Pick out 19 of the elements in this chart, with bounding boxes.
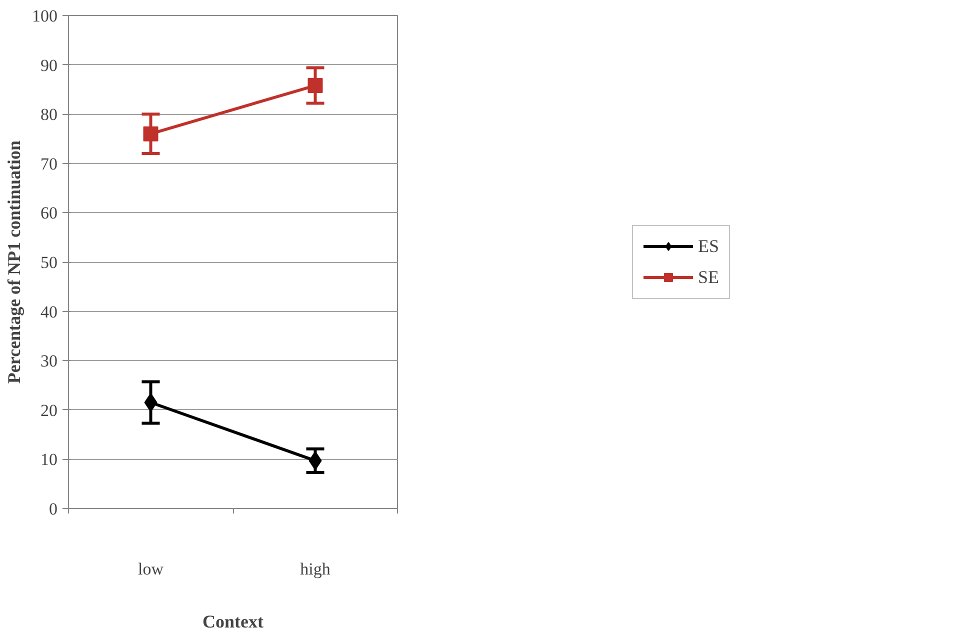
- y-tick-label: 10: [40, 450, 58, 470]
- y-tick-label: 90: [40, 56, 58, 75]
- point: [143, 126, 158, 142]
- y-tick-label: 60: [40, 204, 58, 223]
- x-tick-label: low: [138, 560, 164, 578]
- y-tick-label: 0: [49, 500, 58, 518]
- x-axis-title: Context: [202, 612, 264, 632]
- legend-label: SE: [698, 266, 720, 288]
- y-tick-label: 80: [40, 105, 58, 124]
- y-tick-label: 20: [40, 400, 58, 420]
- y-tick-label: 70: [40, 154, 58, 174]
- y-axis-title: Percentage of NP1 continuation: [4, 140, 24, 384]
- legend-label: ES: [698, 236, 720, 256]
- x-tick-label: high: [300, 560, 331, 578]
- point: [308, 78, 323, 94]
- y-tick-label: 40: [40, 302, 58, 322]
- y-tick-label: 30: [40, 352, 58, 371]
- y-tick-label: 50: [40, 253, 58, 272]
- y-tick-label: 100: [32, 6, 58, 26]
